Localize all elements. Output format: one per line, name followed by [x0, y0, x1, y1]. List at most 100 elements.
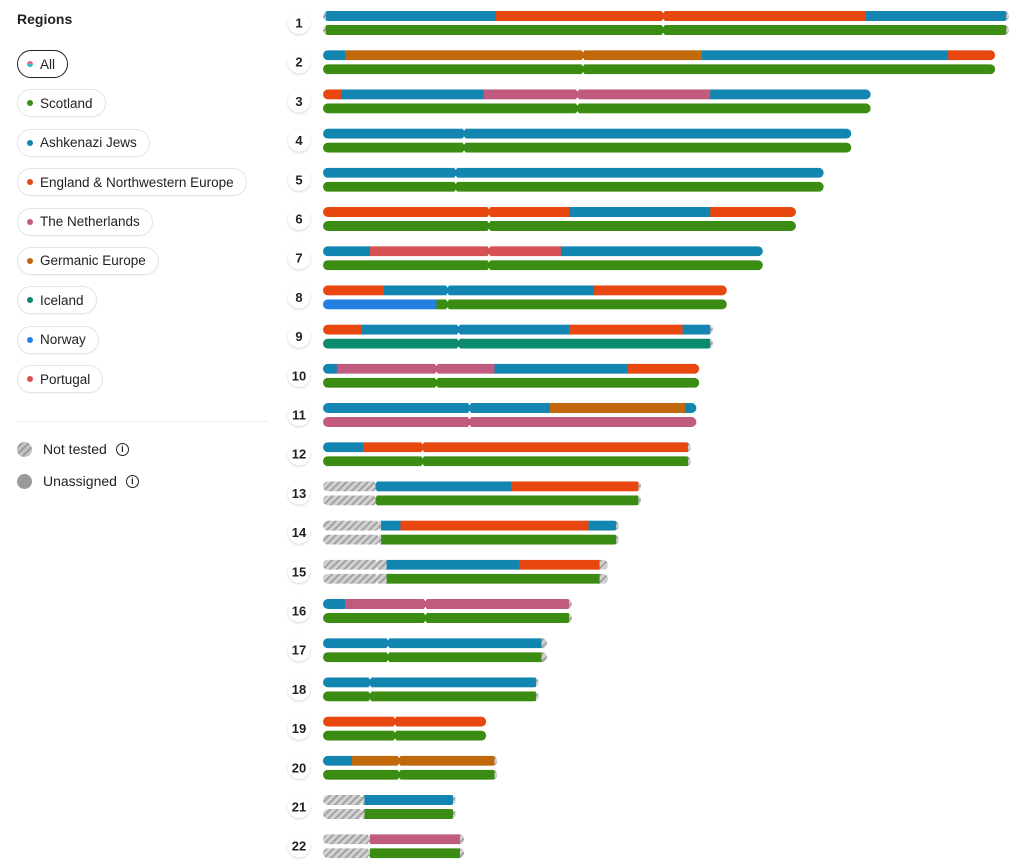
- segment-sc[interactable]: [375, 495, 639, 506]
- segment-nt[interactable]: [688, 456, 691, 467]
- segment-nt[interactable]: [569, 599, 572, 609]
- segment-aj[interactable]: [682, 324, 711, 335]
- segment-aj[interactable]: [386, 559, 520, 570]
- chromosome-20[interactable]: 20: [288, 755, 498, 781]
- segment-aj[interactable]: [494, 363, 628, 374]
- segment-nt[interactable]: [323, 848, 371, 859]
- segment-en[interactable]: [710, 207, 796, 217]
- region-filter-england-northwestern-europe[interactable]: England & Northwestern Europe: [17, 168, 247, 197]
- segment-aj[interactable]: [323, 403, 551, 413]
- segment-ge[interactable]: [549, 403, 686, 413]
- region-filter-norway[interactable]: Norway: [17, 325, 99, 354]
- segment-nt[interactable]: [323, 809, 365, 819]
- segment-nl[interactable]: [483, 89, 711, 100]
- segment-aj[interactable]: [361, 324, 570, 335]
- segment-nt[interactable]: [541, 638, 548, 649]
- segment-nl[interactable]: [345, 599, 570, 609]
- chromosome-15[interactable]: 15: [288, 559, 608, 585]
- segment-nt[interactable]: [323, 25, 327, 35]
- segment-nt[interactable]: [599, 559, 609, 570]
- segment-nt[interactable]: [323, 481, 376, 492]
- segment-en[interactable]: [323, 207, 570, 217]
- segment-nt[interactable]: [1006, 25, 1009, 35]
- segment-nt[interactable]: [459, 848, 465, 859]
- segment-nt[interactable]: [535, 677, 539, 688]
- segment-nt[interactable]: [323, 834, 371, 845]
- segment-nt[interactable]: [453, 809, 456, 819]
- segment-sc[interactable]: [325, 25, 1007, 35]
- region-filter-germanic-europe[interactable]: Germanic Europe: [17, 246, 159, 275]
- segment-en[interactable]: [323, 716, 487, 727]
- region-filter-ashkenazi-jews[interactable]: Ashkenazi Jews: [17, 128, 150, 157]
- segment-nt[interactable]: [494, 769, 498, 780]
- segment-aj[interactable]: [323, 599, 346, 609]
- segment-aj[interactable]: [323, 755, 353, 766]
- segment-nt[interactable]: [638, 481, 642, 492]
- segment-sc[interactable]: [323, 613, 570, 623]
- segment-sc[interactable]: [323, 652, 542, 663]
- segment-aj[interactable]: [323, 128, 852, 139]
- segment-nt[interactable]: [323, 534, 382, 545]
- segment-aj[interactable]: [325, 11, 497, 21]
- segment-sc[interactable]: [323, 730, 487, 741]
- region-filter-portugal[interactable]: Portugal: [17, 365, 104, 394]
- segment-pt[interactable]: [370, 246, 562, 257]
- segment-aj[interactable]: [701, 50, 949, 61]
- segment-en[interactable]: [594, 285, 727, 296]
- segment-nt[interactable]: [323, 520, 382, 531]
- segment-aj[interactable]: [323, 638, 542, 649]
- chromosome-9[interactable]: 9: [288, 324, 714, 350]
- segment-nt[interactable]: [710, 338, 714, 349]
- region-filter-iceland[interactable]: Iceland: [17, 286, 97, 315]
- chromosome-13[interactable]: 13: [288, 480, 642, 506]
- segment-en[interactable]: [627, 363, 700, 374]
- chromosome-6[interactable]: 6: [288, 206, 796, 232]
- chromosome-21[interactable]: 21: [288, 794, 456, 820]
- segment-en[interactable]: [569, 324, 683, 335]
- segment-sc[interactable]: [370, 848, 461, 859]
- segment-en[interactable]: [323, 285, 385, 296]
- chromosome-16[interactable]: 16: [288, 598, 572, 624]
- segment-sc[interactable]: [386, 573, 600, 584]
- segment-aj[interactable]: [323, 167, 824, 178]
- segment-nt[interactable]: [710, 324, 714, 335]
- segment-ge[interactable]: [352, 755, 495, 766]
- segment-nl[interactable]: [336, 363, 495, 374]
- segment-nt[interactable]: [599, 573, 609, 584]
- chromosome-3[interactable]: 3: [288, 88, 871, 114]
- segment-is[interactable]: [323, 338, 711, 349]
- segment-en[interactable]: [948, 50, 996, 61]
- segment-nl[interactable]: [370, 834, 461, 845]
- segment-nt[interactable]: [494, 755, 498, 766]
- segment-sc[interactable]: [323, 103, 871, 114]
- segment-aj[interactable]: [323, 246, 371, 257]
- region-filter-scotland[interactable]: Scotland: [17, 89, 106, 118]
- segment-sc[interactable]: [381, 534, 617, 545]
- segment-nt[interactable]: [323, 495, 376, 506]
- chromosome-5[interactable]: 5: [288, 167, 824, 193]
- segment-en[interactable]: [323, 89, 342, 100]
- chromosome-14[interactable]: 14: [288, 520, 619, 546]
- segment-nl[interactable]: [323, 417, 697, 427]
- segment-nt[interactable]: [535, 691, 539, 702]
- chromosome-22[interactable]: 22: [288, 833, 465, 859]
- segment-en[interactable]: [363, 442, 689, 453]
- chromosome-4[interactable]: 4: [288, 128, 852, 154]
- segment-sc[interactable]: [436, 299, 727, 310]
- segment-aj[interactable]: [340, 89, 484, 100]
- segment-aj[interactable]: [560, 246, 763, 257]
- segment-no[interactable]: [323, 299, 437, 310]
- info-icon[interactable]: i: [115, 442, 129, 456]
- segment-aj[interactable]: [323, 50, 346, 61]
- segment-aj[interactable]: [381, 520, 401, 531]
- segment-aj[interactable]: [710, 89, 871, 100]
- segment-nt[interactable]: [323, 795, 365, 805]
- chromosome-12[interactable]: 12: [288, 441, 691, 467]
- region-filter-all[interactable]: All: [17, 50, 69, 78]
- segment-nt[interactable]: [616, 534, 619, 545]
- segment-aj[interactable]: [364, 795, 454, 805]
- segment-en[interactable]: [323, 324, 363, 335]
- segment-sc[interactable]: [323, 181, 824, 192]
- segment-nt[interactable]: [323, 559, 387, 570]
- chromosome-18[interactable]: 18: [288, 676, 539, 702]
